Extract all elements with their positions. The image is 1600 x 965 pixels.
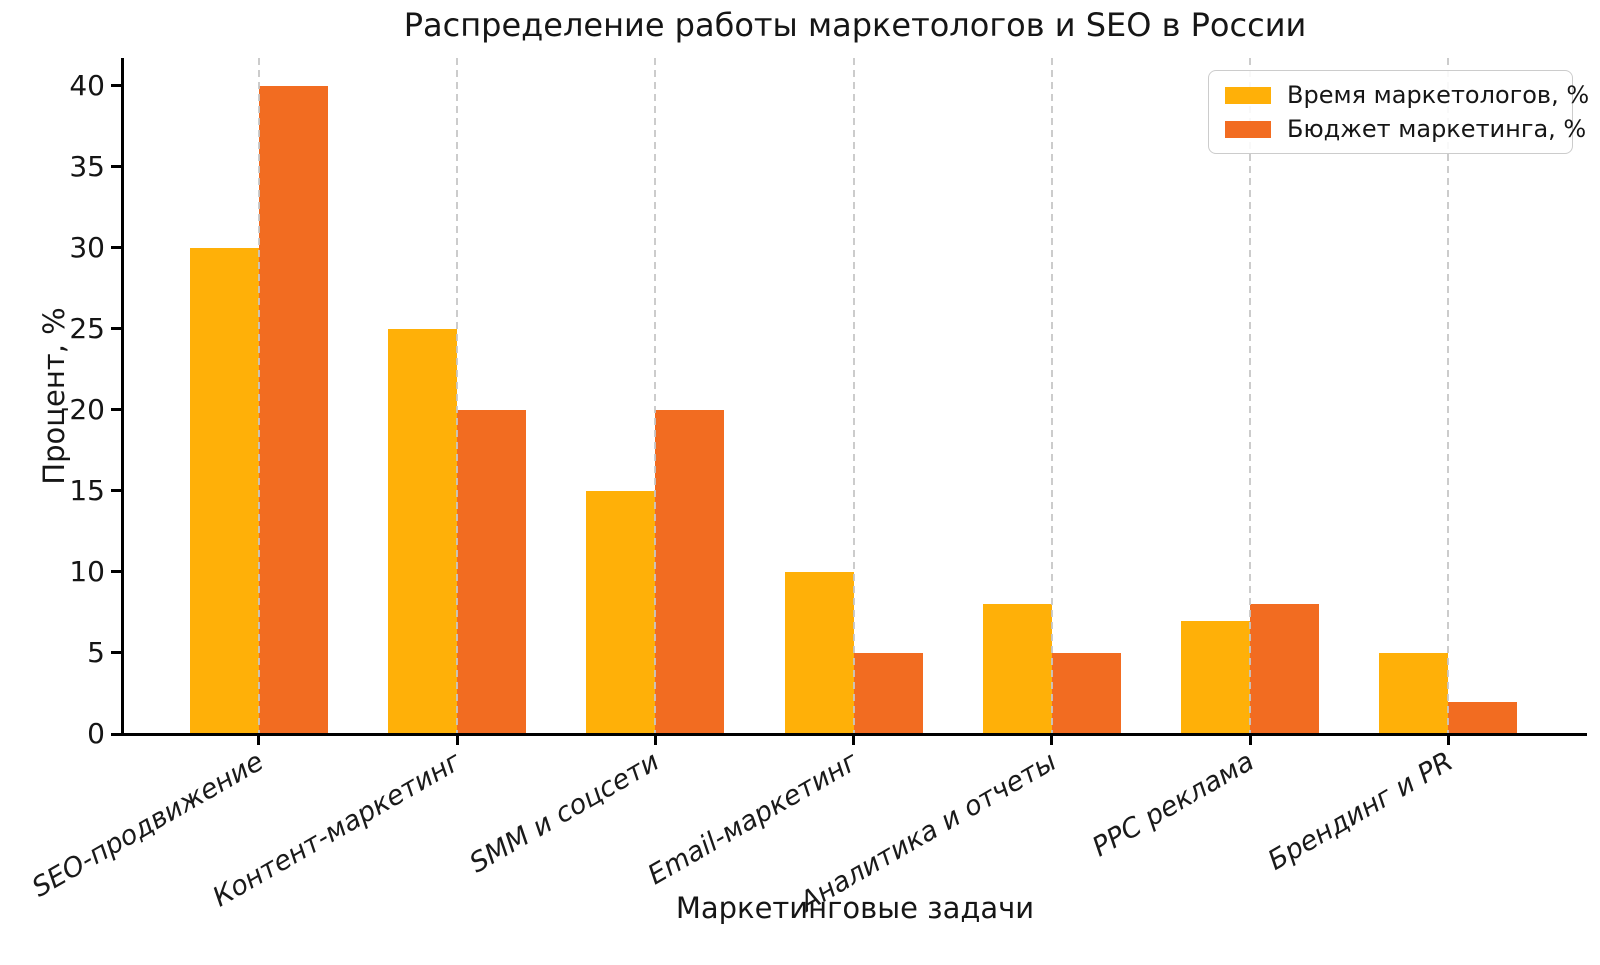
x-tick bbox=[852, 735, 856, 745]
x-tick bbox=[1446, 735, 1450, 745]
y-tick bbox=[111, 246, 121, 250]
legend-row-2: Бюджет маркетинга, % bbox=[1209, 112, 1586, 146]
y-axis-label: Процент, % bbox=[37, 307, 71, 485]
y-tick bbox=[111, 165, 121, 169]
bar-time-6 bbox=[1181, 620, 1251, 734]
x-axis-label: Маркетинговые задачи bbox=[675, 891, 1035, 925]
y-tick-label: 10 bbox=[69, 554, 105, 588]
gridline bbox=[456, 58, 459, 734]
gridline bbox=[654, 58, 657, 734]
y-axis-spine bbox=[120, 58, 124, 736]
y-tick bbox=[111, 327, 121, 331]
bar-budget-4 bbox=[853, 652, 923, 734]
bar-budget-6 bbox=[1250, 604, 1320, 734]
legend-swatch-time bbox=[1225, 86, 1271, 104]
legend-swatch-budget bbox=[1225, 120, 1271, 138]
bar-time-2 bbox=[388, 328, 458, 734]
bar-time-3 bbox=[586, 490, 656, 734]
bar-time-5 bbox=[982, 604, 1052, 734]
y-tick-label: 35 bbox=[69, 149, 105, 183]
y-tick-label: 20 bbox=[69, 392, 105, 426]
bar-time-1 bbox=[189, 247, 259, 734]
y-tick bbox=[111, 84, 121, 88]
x-tick bbox=[653, 735, 657, 745]
bar-time-4 bbox=[784, 571, 854, 734]
legend-row-1: Время маркетологов, % bbox=[1209, 78, 1589, 112]
gridline bbox=[1249, 58, 1252, 734]
y-tick bbox=[111, 570, 121, 574]
x-tick bbox=[455, 735, 459, 745]
gridline bbox=[257, 58, 260, 734]
gridline bbox=[1050, 58, 1053, 734]
chart-title: Распределение работы маркетологов и SEO … bbox=[403, 6, 1307, 44]
x-tick bbox=[1248, 735, 1252, 745]
y-tick bbox=[111, 732, 121, 736]
y-tick-label: 0 bbox=[87, 717, 105, 750]
legend-label-time: Время маркетологов, % bbox=[1287, 81, 1590, 109]
x-axis-spine bbox=[120, 732, 1587, 736]
legend: Время маркетологов, % Бюджет маркетинга, … bbox=[1208, 70, 1589, 154]
bar-budget-5 bbox=[1051, 652, 1121, 734]
y-tick-label: 5 bbox=[87, 635, 105, 669]
bar-budget-2 bbox=[457, 409, 527, 734]
y-tick bbox=[111, 651, 121, 655]
bar-budget-3 bbox=[655, 409, 725, 734]
y-tick-label: 15 bbox=[69, 473, 105, 507]
x-tick bbox=[1050, 735, 1054, 745]
bar-budget-7 bbox=[1448, 701, 1518, 734]
bar-time-7 bbox=[1379, 652, 1449, 734]
y-tick bbox=[111, 408, 121, 412]
gridline bbox=[1447, 58, 1450, 734]
x-tick-label: SMM и соцсети bbox=[465, 746, 665, 880]
y-tick-label: 30 bbox=[69, 230, 105, 264]
x-tick-label: Брендинг и PR bbox=[1262, 746, 1458, 877]
x-tick bbox=[257, 735, 261, 745]
gridline bbox=[852, 58, 855, 734]
y-tick-label: 25 bbox=[69, 311, 105, 345]
x-tick-label: PPC реклама bbox=[1087, 746, 1260, 864]
legend-label-budget: Бюджет маркетинга, % bbox=[1287, 115, 1587, 143]
bar-budget-1 bbox=[258, 85, 328, 734]
y-tick-label: 40 bbox=[69, 68, 105, 102]
y-tick bbox=[111, 489, 121, 493]
